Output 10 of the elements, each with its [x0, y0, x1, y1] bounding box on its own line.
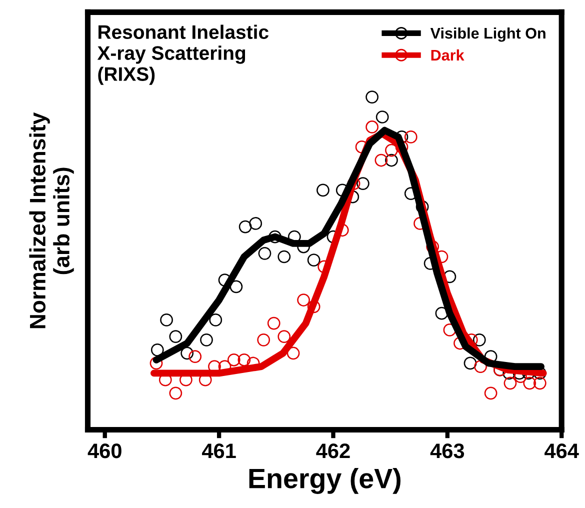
x-tick-label: 461	[202, 444, 236, 458]
legend-label: Visible Light On	[430, 27, 546, 42]
x-axis-title: Energy (eV)	[249, 468, 400, 494]
x-tick-label: 463	[430, 444, 464, 458]
x-tick-label: 460	[88, 444, 122, 458]
x-tick-label: 462	[316, 444, 350, 458]
x-tick-label: 464	[544, 444, 579, 458]
y-axis-title: Normalized Intensity (arb units)	[29, 112, 74, 328]
legend-label: Dark	[431, 49, 464, 61]
chart-title: Resonant Inelastic X-ray Scattering (RIXS)	[97, 24, 268, 85]
